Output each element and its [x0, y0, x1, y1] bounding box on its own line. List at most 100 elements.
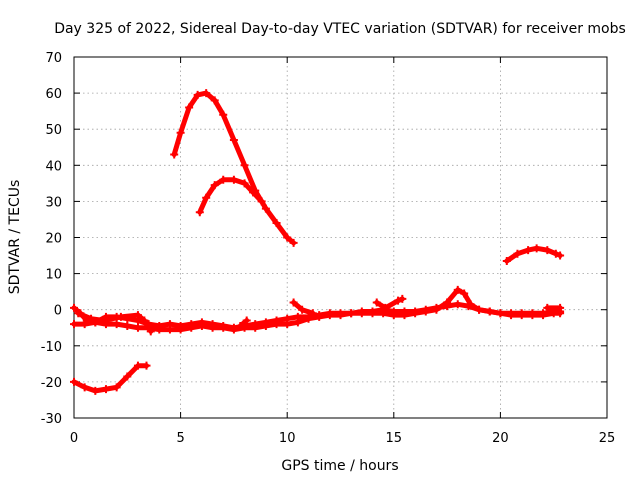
- data-point: [432, 305, 441, 314]
- data-point: [140, 316, 149, 325]
- y-tick-label: 10: [45, 268, 62, 283]
- data-point: [142, 361, 151, 370]
- data-point: [298, 305, 307, 314]
- series-arc-1: [171, 90, 297, 246]
- data-point: [308, 309, 317, 318]
- data-point: [155, 325, 164, 334]
- data-point: [170, 150, 179, 159]
- data-point: [80, 383, 89, 392]
- data-point: [208, 323, 217, 332]
- y-tick-label: 0: [54, 304, 62, 319]
- data-point: [229, 175, 238, 184]
- data-point: [70, 377, 78, 386]
- series-layer: [70, 89, 565, 395]
- data-point: [116, 312, 125, 321]
- data-point: [528, 311, 537, 320]
- y-tick-label: -30: [41, 412, 62, 427]
- y-tick-label: 20: [45, 232, 62, 247]
- data-point: [368, 309, 377, 318]
- y-tick-label: -10: [41, 340, 62, 355]
- y-tick-label: 40: [45, 159, 62, 174]
- data-point: [176, 128, 185, 137]
- data-point: [249, 188, 258, 197]
- data-point: [251, 323, 260, 332]
- y-tick-label: 70: [45, 51, 62, 66]
- data-point: [197, 321, 206, 330]
- data-point: [502, 256, 511, 265]
- data-point: [146, 327, 155, 336]
- data-point: [400, 311, 409, 320]
- data-point: [453, 300, 462, 309]
- data-point: [133, 361, 142, 370]
- chart-title: Day 325 of 2022, Sidereal Day-to-day VTE…: [54, 21, 626, 37]
- data-point: [123, 372, 132, 381]
- data-point: [202, 193, 211, 202]
- data-point: [272, 219, 281, 228]
- data-point: [210, 181, 219, 190]
- data-point: [133, 311, 142, 320]
- x-tick-label: 25: [599, 431, 616, 446]
- data-point: [219, 110, 228, 119]
- data-point: [210, 96, 219, 105]
- data-point: [240, 161, 249, 170]
- x-axis-label: GPS time / hours: [281, 458, 398, 474]
- x-tick-label: 20: [492, 431, 509, 446]
- data-point: [532, 244, 541, 253]
- data-point: [261, 204, 270, 213]
- data-point: [74, 309, 83, 318]
- axis-tick-labels: 0 5 10 15 20 25 -30 -20 -10 0 10 20 30 40 50 60 70: [41, 51, 616, 446]
- x-tick-label: 10: [279, 431, 296, 446]
- data-point: [466, 300, 475, 309]
- data-point: [289, 298, 298, 307]
- data-point: [195, 208, 204, 217]
- data-point: [219, 175, 228, 184]
- x-tick-label: 15: [386, 431, 403, 446]
- data-point: [187, 323, 196, 332]
- data-point: [556, 251, 565, 260]
- data-point: [70, 303, 78, 312]
- data-point: [517, 311, 526, 320]
- data-point: [475, 305, 484, 314]
- data-point: [315, 312, 324, 321]
- x-tick-label: 0: [70, 431, 78, 446]
- data-point: [411, 309, 420, 318]
- data-point: [289, 238, 298, 247]
- data-point: [293, 318, 302, 327]
- data-point: [453, 285, 462, 294]
- data-point: [347, 309, 356, 318]
- data-point: [272, 320, 281, 329]
- data-point: [283, 320, 292, 329]
- data-point: [325, 311, 334, 320]
- data-point: [133, 323, 142, 332]
- data-point: [87, 314, 96, 323]
- data-point: [236, 321, 245, 330]
- data-point: [496, 309, 505, 318]
- data-point: [283, 233, 292, 242]
- data-point: [112, 383, 121, 392]
- data-point: [91, 386, 100, 395]
- data-point: [379, 309, 388, 318]
- y-tick-label: -20: [41, 376, 62, 391]
- data-point: [261, 321, 270, 330]
- y-axis-label: SDTVAR / TECUs: [7, 180, 23, 295]
- data-point: [389, 311, 398, 320]
- y-tick-label: 60: [45, 87, 62, 102]
- data-point: [524, 246, 533, 255]
- data-point: [372, 298, 381, 307]
- series-arc-9: [291, 300, 316, 316]
- data-point: [336, 311, 345, 320]
- data-point: [229, 136, 238, 145]
- data-point: [443, 298, 452, 307]
- data-point: [202, 89, 211, 98]
- data-point: [398, 294, 407, 303]
- data-point: [421, 307, 430, 316]
- data-point: [176, 325, 185, 334]
- data-point: [257, 197, 266, 206]
- data-point: [165, 325, 174, 334]
- data-point: [240, 179, 249, 188]
- data-point: [101, 385, 110, 394]
- data-point: [229, 325, 238, 334]
- data-point: [543, 303, 552, 312]
- data-point: [485, 307, 494, 316]
